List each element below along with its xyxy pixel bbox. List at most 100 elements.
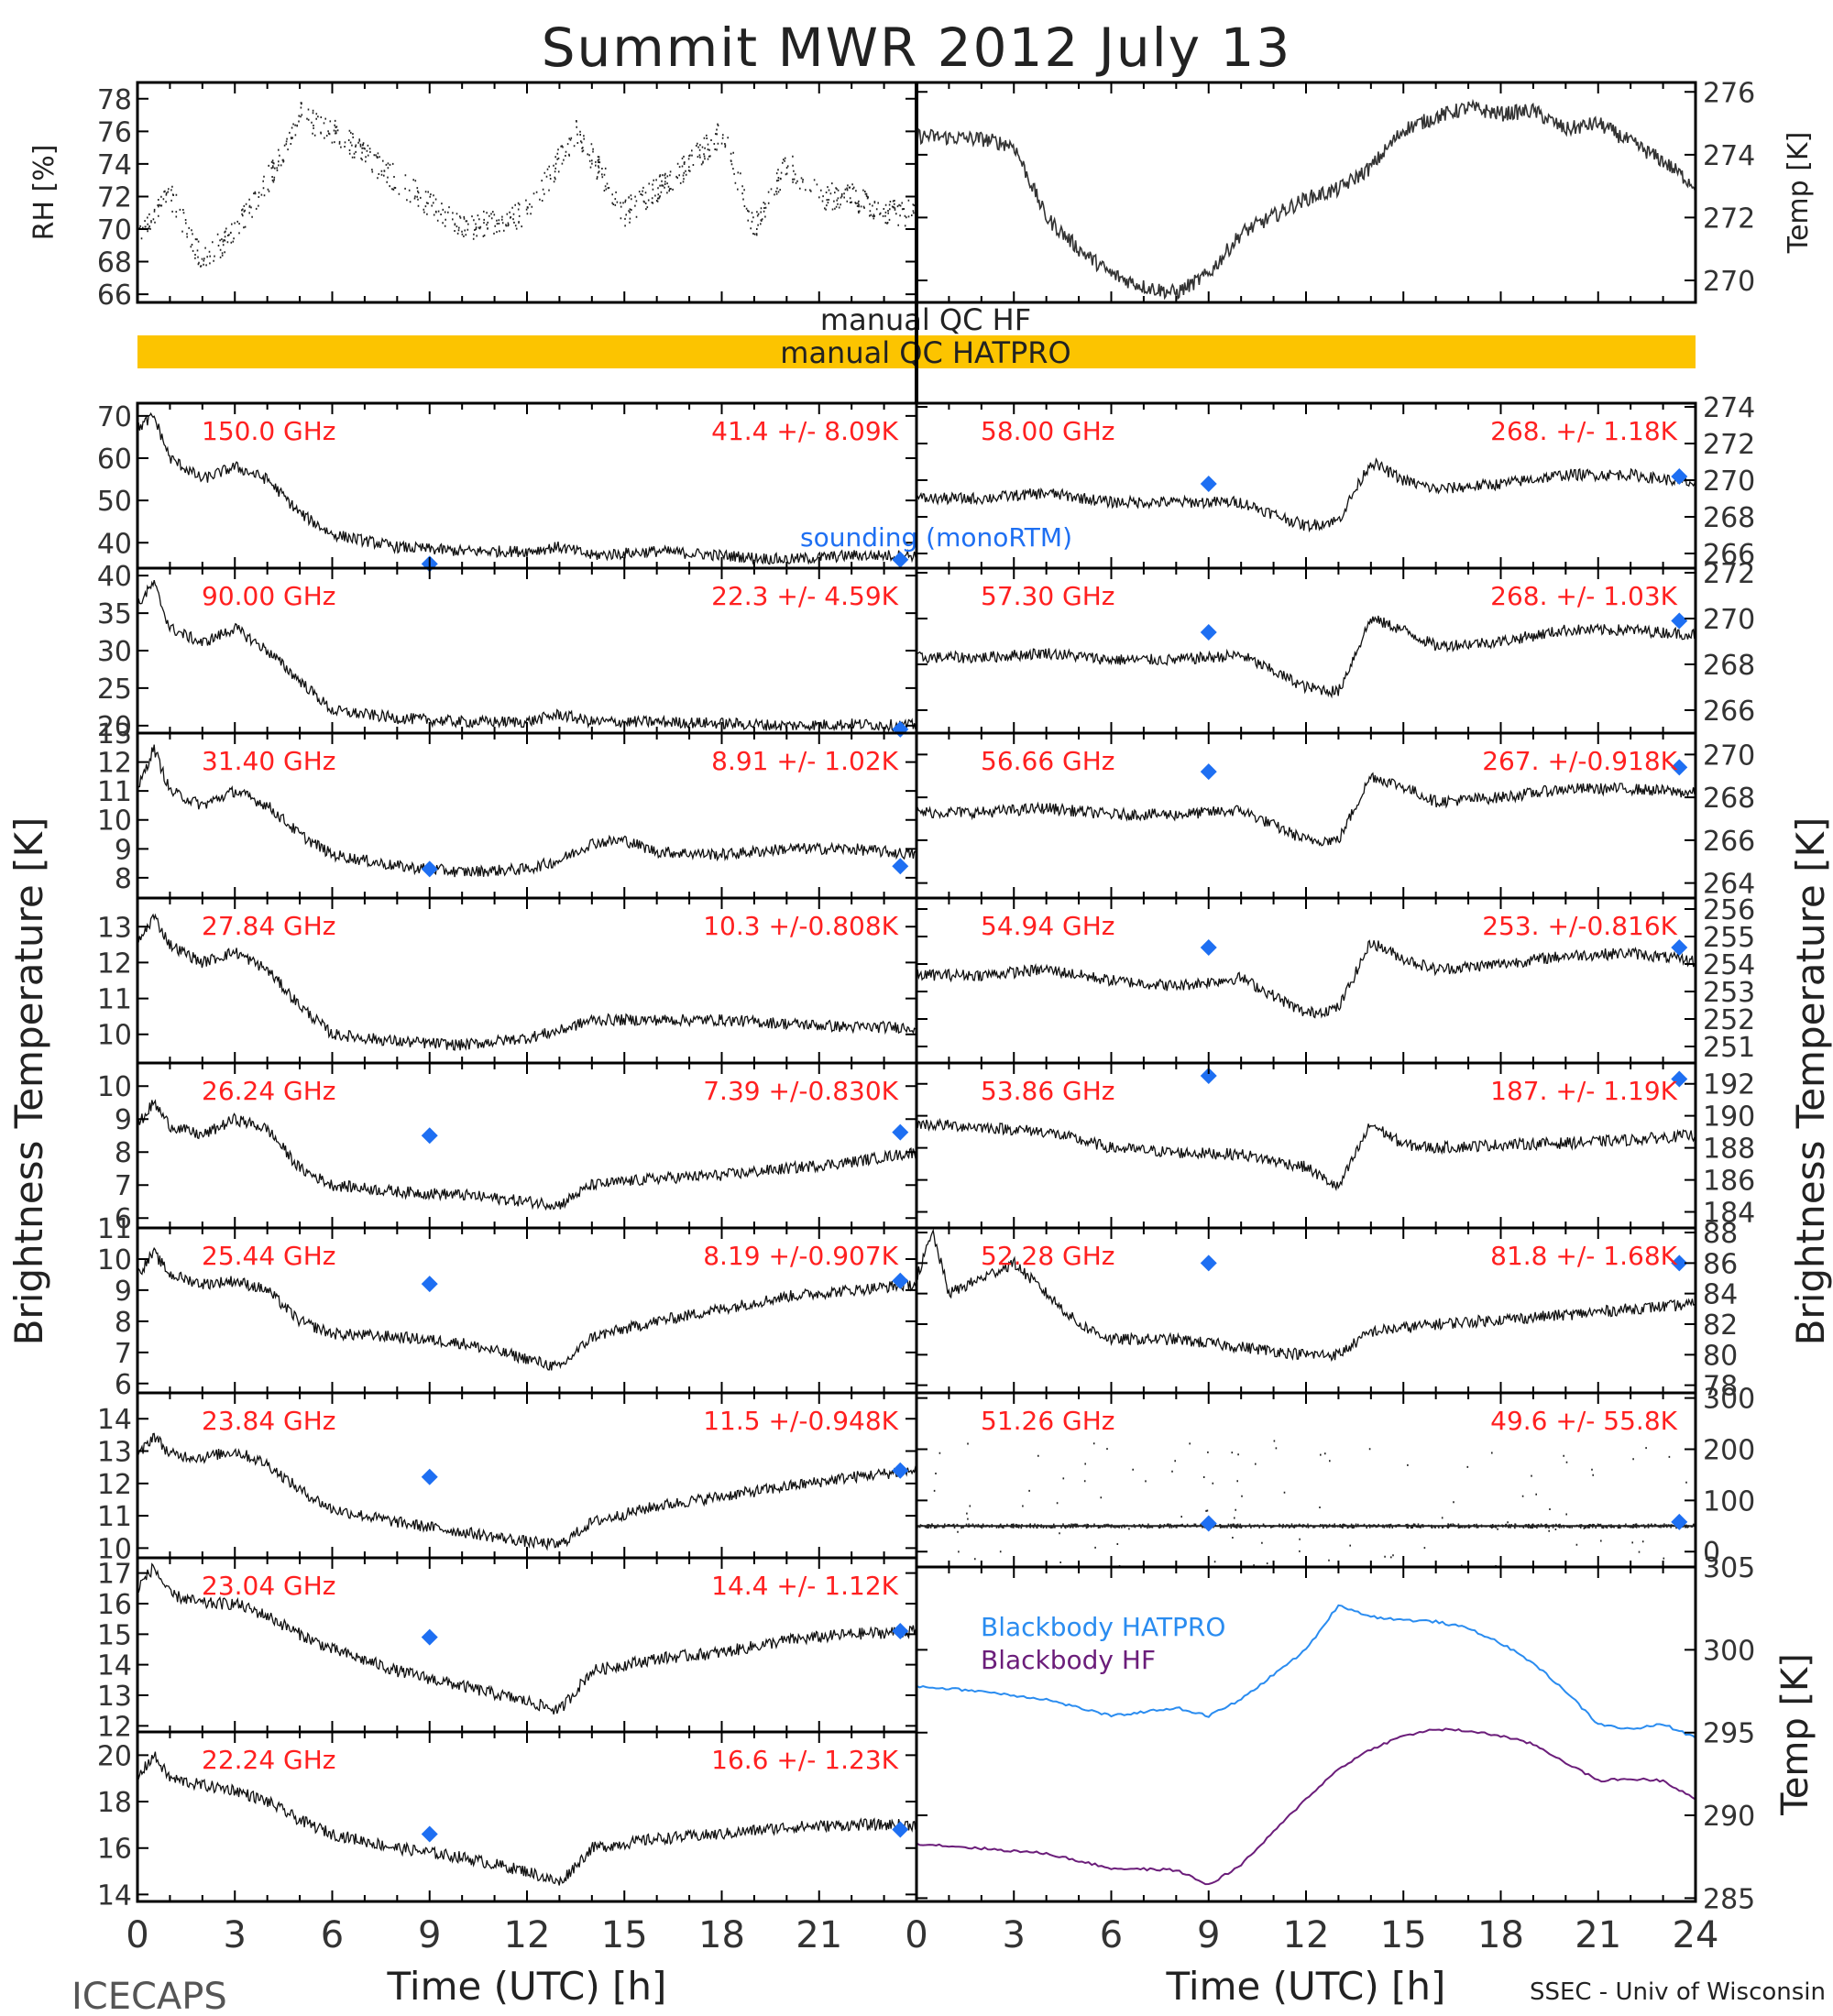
x-tick-label-right: 9: [1197, 1914, 1220, 1956]
sounding-marker-p5228: [1671, 1255, 1688, 1272]
y-tick-label-p5800: 268: [1703, 502, 1755, 534]
series-line-p2624: [137, 1099, 917, 1211]
x-ticks-temp: [916, 82, 1696, 302]
y-tick-label-p5494: 254: [1703, 949, 1755, 981]
y-ticks-p5730: [916, 572, 1696, 711]
y-tick-label-p5228: 84: [1703, 1279, 1738, 1311]
freq-label-p314: 31.40 GHz: [202, 746, 336, 776]
y-tick-label-p90: 20: [97, 711, 132, 743]
figure-title: Summit MWR 2012 July 13: [542, 16, 1292, 79]
series-line-p2784: [137, 913, 917, 1051]
x-ticks-p2784: [137, 898, 917, 1063]
y-tick-label-p90: 25: [97, 674, 132, 706]
sounding-marker-p314: [421, 860, 438, 878]
y-tick-label-p5730: 268: [1703, 650, 1755, 682]
stat-label-p5228: 81.8 +/- 1.68K: [1490, 1241, 1677, 1271]
y-ticks-p5386: [916, 1082, 1696, 1213]
panel-p5126: 0 100 200 300 51.26 GHz 49.6 +/- 55.8K: [915, 1384, 1755, 1569]
sounding-marker-p5800: [1671, 468, 1688, 485]
y-tick-label-bb: 290: [1703, 1801, 1755, 1833]
y-tick-label-rh: 68: [97, 247, 132, 279]
series-line-p5730: [916, 615, 1696, 699]
freq-label-p2544: 25.44 GHz: [202, 1241, 336, 1271]
y-tick-label-p2384: 14: [97, 1404, 132, 1436]
sounding-marker-p2624: [421, 1127, 438, 1145]
y-tick-label-p5126: 0: [1703, 1537, 1720, 1569]
x-tick-label-left: 15: [601, 1914, 648, 1956]
y-tick-label-p150: 40: [97, 528, 132, 560]
panel-p90: 20 25 30 35 40 90.00 GHz 22.3 +/- 4.59K: [97, 561, 918, 743]
y-tick-label-bb: 285: [1703, 1883, 1755, 1915]
qc-hatpro-label: manual QC HATPRO: [780, 335, 1070, 370]
left-ylabel: Brightness Temperature [K]: [6, 817, 51, 1346]
stat-label-p2624: 7.39 +/-0.830K: [703, 1076, 898, 1106]
series-points-rh: [138, 102, 917, 268]
sounding-note: sounding (monoRTM): [800, 522, 1072, 553]
y-tick-label-p2304: 13: [97, 1681, 132, 1713]
legend-bb-hf: Blackbody HF: [981, 1645, 1156, 1675]
series-line-p150: [137, 411, 917, 565]
sounding-marker-p5800: [1200, 476, 1217, 492]
x-ticks-p5126: [916, 1393, 1696, 1567]
freq-label-p2304: 23.04 GHz: [202, 1571, 336, 1601]
stat-label-p150: 41.4 +/- 8.09K: [711, 416, 898, 446]
y-tick-label-p314: 8: [115, 863, 132, 895]
y-tick-label-p5800: 266: [1703, 539, 1755, 571]
ylabel-temp: Temp [K]: [1783, 132, 1815, 255]
y-tick-label-rh: 72: [97, 181, 132, 214]
y-tick-label-rh: 78: [97, 84, 132, 116]
qc-hf-label: manual QC HF: [820, 302, 1031, 337]
sounding-marker-p5386: [1200, 1067, 1217, 1084]
y-tick-label-bb: 295: [1703, 1718, 1755, 1750]
freq-label-p5126: 51.26 GHz: [981, 1406, 1115, 1436]
ylabel-rh: RH [%]: [28, 145, 60, 241]
series-line-p5386: [916, 1117, 1696, 1191]
y-tick-label-p314: 11: [97, 776, 132, 808]
x-ticks-p2544: [137, 1228, 917, 1393]
y-tick-label-p150: 50: [97, 486, 132, 518]
stat-label-p5126: 49.6 +/- 55.8K: [1490, 1406, 1677, 1436]
y-tick-label-p2304: 16: [97, 1589, 132, 1621]
x-ticks-p5730: [916, 568, 1696, 733]
x-tick-label-left: 3: [224, 1914, 247, 1956]
series-line-p5800: [916, 457, 1696, 533]
x-ticks-bb: [916, 1567, 1696, 1901]
panel-p2784: 10 11 12 13 27.84 GHz 10.3 +/-0.808K: [97, 896, 918, 1065]
y-tick-label-temp: 276: [1703, 77, 1755, 109]
y-tick-label-p5666: 268: [1703, 783, 1755, 815]
y-tick-label-p5800: 274: [1703, 392, 1755, 424]
x-tick-label-right: 18: [1477, 1914, 1524, 1956]
y-tick-label-p2544: 7: [115, 1338, 132, 1370]
series-line-p2304: [137, 1562, 917, 1715]
y-tick-label-p2784: 10: [97, 1020, 132, 1052]
y-tick-label-p314: 9: [115, 834, 132, 866]
y-tick-label-temp: 274: [1703, 140, 1755, 172]
y-tick-label-p5494: 252: [1703, 1004, 1755, 1036]
x-tick-label-left: 6: [321, 1914, 344, 1956]
left-xlabel: Time (UTC) [h]: [387, 1964, 667, 2009]
x-ticks-p2624: [137, 1063, 917, 1228]
panel-p5800: 266 268 270 272 274 58.00 GHz 268. +/- 1.18K: [915, 392, 1755, 571]
y-tick-label-p2624: 10: [97, 1071, 132, 1103]
freq-label-p5494: 54.94 GHz: [981, 911, 1115, 941]
freq-label-p5730: 57.30 GHz: [981, 581, 1115, 611]
x-ticks-p5386: [916, 1063, 1696, 1228]
series-line-p5494: [916, 939, 1696, 1019]
y-tick-label-temp: 272: [1703, 203, 1755, 235]
sounding-marker-p5666: [1200, 763, 1217, 781]
y-ticks-p2544: [137, 1227, 916, 1385]
sounding-marker-p5126: [1671, 1513, 1688, 1530]
x-tick-label-right: 21: [1575, 1914, 1621, 1956]
y-ticks-p2304: [137, 1572, 916, 1727]
y-ticks-p5666: [916, 753, 1696, 884]
y-tick-label-p5494: 255: [1703, 922, 1755, 954]
y-tick-label-p5386: 192: [1703, 1069, 1755, 1101]
x-ticks-p314: [137, 733, 917, 898]
freq-label-p150: 150.0 GHz: [202, 416, 336, 446]
stat-label-p2224: 16.6 +/- 1.23K: [711, 1745, 898, 1775]
legend-bb-hatpro: Blackbody HATPRO: [981, 1612, 1225, 1642]
